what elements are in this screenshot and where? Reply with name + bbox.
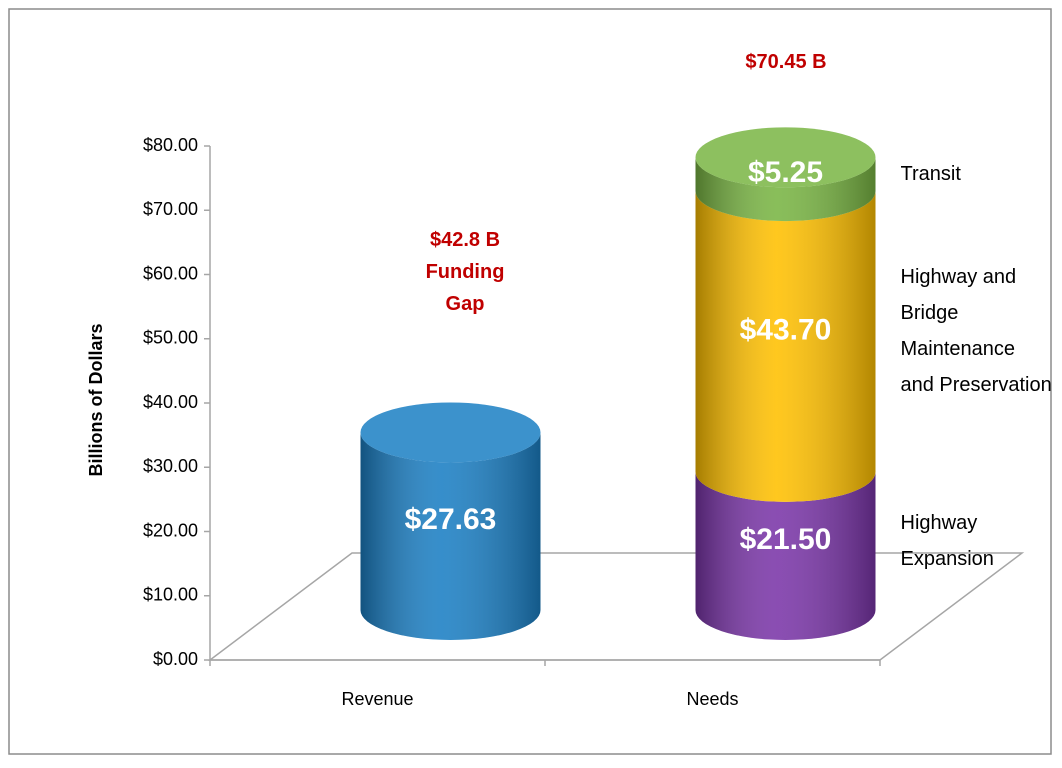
annotation-box: $42.8 B Funding Gap xyxy=(425,229,505,315)
y-tick-label: $10.00 xyxy=(143,585,198,605)
value-label: $5.25 xyxy=(748,156,823,189)
series-label: Transit xyxy=(900,163,961,186)
bar-top xyxy=(360,402,541,463)
bar-top xyxy=(695,127,876,188)
series-label-box: Transit xyxy=(900,163,961,186)
y-tick-label: $20.00 xyxy=(143,520,198,540)
series-label: Highway and Bridge Maintenance and Prese… xyxy=(900,266,1052,397)
annotation-box: $70.45 B xyxy=(745,51,827,73)
bar-top-shading xyxy=(695,127,876,188)
bar-shading xyxy=(695,157,876,222)
y-tick-label: $70.00 xyxy=(143,199,198,219)
series-label-box: Highway and Bridge Maintenance and Prese… xyxy=(900,266,1052,397)
bar-top-shading xyxy=(360,402,541,463)
chart-frame xyxy=(8,8,1052,755)
x-tick-label: Needs xyxy=(686,689,738,709)
y-tick-label: $50.00 xyxy=(143,328,198,348)
annotation: $42.8 B Funding Gap xyxy=(425,229,505,315)
bar-shading xyxy=(695,191,876,502)
y-tick-label: $0.00 xyxy=(153,649,198,669)
y-tick-label: $40.00 xyxy=(143,392,198,412)
y-tick-label: $60.00 xyxy=(143,263,198,283)
x-tick-label: Revenue xyxy=(341,689,413,709)
bar-shading xyxy=(360,432,541,640)
value-label: $21.50 xyxy=(740,523,832,556)
y-tick-label: $30.00 xyxy=(143,456,198,476)
series-label-box: Highway Expansion xyxy=(900,511,994,570)
value-label: $43.70 xyxy=(740,313,832,346)
bar-shading xyxy=(695,471,876,640)
value-label: $27.63 xyxy=(405,503,497,536)
annotation: $70.45 B xyxy=(745,51,827,73)
series-label: Highway Expansion xyxy=(900,511,994,570)
y-axis-label: Billions of Dollars xyxy=(86,323,106,476)
y-tick-label: $80.00 xyxy=(143,135,198,155)
